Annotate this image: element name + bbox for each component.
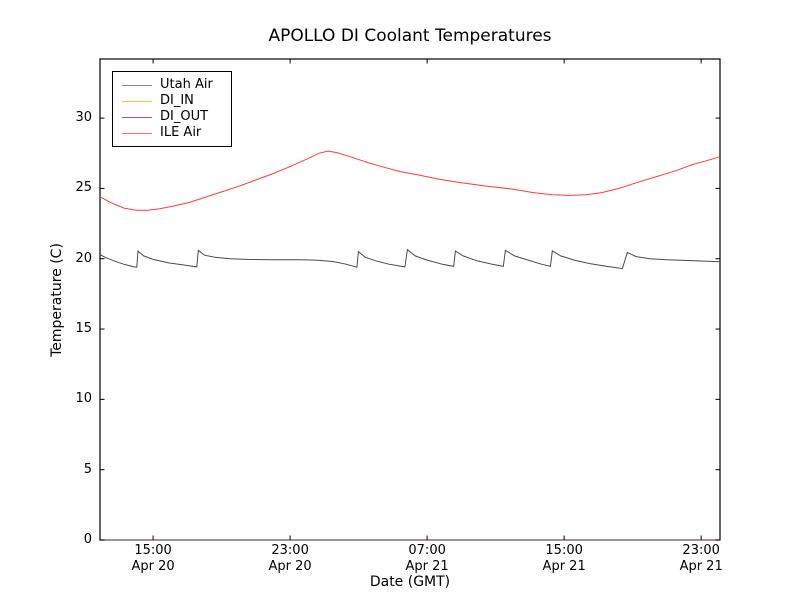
chart-title: APOLLO DI Coolant Temperatures — [268, 26, 552, 46]
x-axis-label: Date (GMT) — [369, 574, 451, 590]
legend-label: DI_IN — [160, 93, 194, 108]
x-tick-label: 15:00 Apr 21 — [542, 543, 586, 574]
legend-item: DI_IN — [122, 93, 223, 109]
legend-label: Utah Air — [160, 77, 213, 92]
legend-item: Utah Air — [122, 77, 223, 93]
legend: Utah Air DI_IN DI_OUT ILE Air — [112, 71, 232, 147]
x-tick-label: 07:00 Apr 21 — [405, 543, 449, 574]
legend-item: ILE Air — [122, 125, 223, 141]
y-tick-label: 25 — [75, 180, 92, 196]
y-tick-label: 30 — [75, 110, 92, 126]
legend-label: DI_OUT — [160, 109, 209, 124]
x-tick-label: 15:00 Apr 20 — [131, 543, 175, 574]
x-tick-label: 23:00 Apr 20 — [268, 543, 312, 574]
y-tick-label: 10 — [75, 391, 92, 407]
series-line-ile-air — [99, 150, 721, 211]
y-tick-label: 15 — [75, 321, 92, 337]
legend-line-sample — [122, 84, 152, 86]
series-line-utah-air — [99, 248, 721, 270]
x-tick-label: 23:00 Apr 21 — [679, 543, 723, 574]
legend-line-sample — [122, 100, 152, 102]
y-tick-label: 20 — [75, 250, 92, 266]
y-tick-label: 0 — [83, 532, 92, 547]
y-tick-label: 5 — [83, 461, 92, 477]
legend-line-sample — [122, 116, 152, 118]
legend-line-sample — [122, 132, 152, 134]
legend-label: ILE Air — [160, 125, 202, 140]
legend-item: DI_OUT — [122, 109, 223, 125]
